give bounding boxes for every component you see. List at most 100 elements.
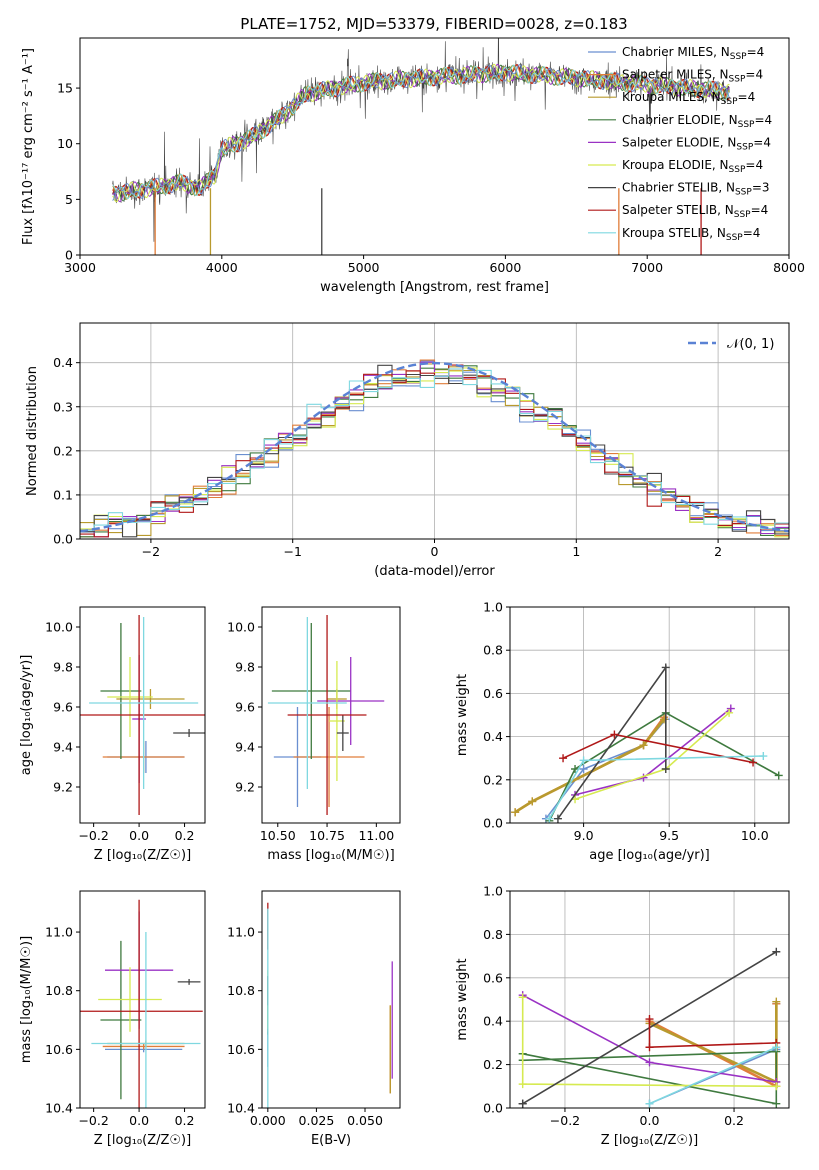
age-vs-mass-frame	[261, 606, 401, 824]
weight-vs-age-marker	[725, 708, 734, 717]
mass-vs-Z-point-5	[98, 967, 162, 1032]
age-vs-mass-point-1	[293, 707, 365, 807]
weight-vs-Z-marker	[772, 1082, 781, 1091]
x-tick-label: 0.0	[640, 1113, 660, 1128]
y-tick-label: 9.8	[53, 660, 73, 675]
legend-entry: Salpeter MILES, NSSP=4	[622, 68, 763, 85]
residual-histogram-7	[80, 364, 789, 538]
weight-vs-age-frame	[509, 606, 790, 824]
spectrum-series-0	[112, 64, 730, 201]
weight-vs-age-series-6	[557, 665, 667, 820]
age-vs-mass-point-3	[271, 623, 351, 759]
x-tick-label: −0.2	[78, 828, 108, 843]
mass-vs-Z-point-8	[91, 932, 201, 1108]
y-tick-label: 5	[65, 192, 73, 207]
age-vs-Z-x-axis-label: Z [log₁₀(Z/Z☉)]	[94, 848, 191, 863]
weight-vs-age-marker	[545, 814, 554, 823]
mass-vs-ebv-frame	[261, 890, 401, 1109]
weight-vs-Z-marker	[518, 993, 527, 1002]
spectrum-plot-area	[112, 38, 730, 255]
y-tick-label: 10.0	[45, 620, 73, 635]
y-tick-label: 0.6	[483, 686, 503, 701]
weight-vs-age-marker	[528, 797, 537, 806]
x-tick-label: 2	[714, 544, 722, 559]
age-vs-mass-point-8	[267, 617, 347, 789]
weight-vs-age-series-5	[574, 712, 730, 800]
x-tick-label: 8000	[773, 260, 805, 275]
age-vs-Z-point-6	[173, 729, 205, 737]
mass-vs-ebv-axes: 0.000 0.025 0.050 10.4 10.6 10.8 11.0 E(B-V)	[227, 890, 401, 1148]
weight-vs-age-axes: 9.0 9.5 10.0 0.0 0.2 0.4 0.6 0.8 1.0 age [log₁₀(a…	[455, 600, 790, 863]
plots-layer: 3000 4000 5000 6000 7000 8000051015wavelength…	[19, 37, 805, 1148]
x-tick-label: −2	[142, 544, 160, 559]
age-vs-Z-point-2	[116, 689, 185, 709]
weight-vs-age-marker	[579, 765, 588, 773]
x-tick-label: 10.50	[260, 828, 296, 843]
y-tick-label: 0.4	[483, 729, 503, 744]
legend-entry: Kroupa ELODIE, NSSP=4	[622, 158, 763, 175]
legend-entry: Salpeter ELODIE, NSSP=4	[622, 135, 771, 152]
residual-histogram-8	[80, 368, 789, 531]
y-tick-label: 10.4	[45, 1101, 73, 1116]
weight-vs-Z-marker	[772, 1043, 781, 1052]
x-tick-label: −1	[283, 544, 301, 559]
x-tick-label: −0.2	[550, 1113, 580, 1128]
residuals-axes: −2 −1 0 1 2 0.0 0.1 0.2 0.3 0.4 (data-model)/error…	[25, 322, 790, 579]
age-vs-mass-point-5	[329, 661, 345, 781]
normal-curve	[80, 361, 789, 533]
y-tick-label: 9.6	[235, 700, 255, 715]
y-tick-label: 0	[65, 248, 73, 263]
weight-vs-age-marker	[660, 715, 669, 724]
age-vs-mass-axes: 10.50 10.75 11.00 9.2 9.4 9.6 9.8 10.0 mass [log…	[227, 606, 401, 863]
y-tick-label: 10	[57, 136, 73, 151]
weight-vs-age-marker	[553, 814, 562, 823]
weight-vs-Z-marker	[645, 1043, 654, 1052]
y-tick-label: 1.0	[483, 600, 503, 615]
weight-vs-age-marker	[559, 754, 568, 763]
y-tick-label: 0.6	[483, 970, 503, 985]
age-vs-Z-point-3	[100, 623, 142, 759]
weight-vs-Z-marker	[772, 997, 781, 1006]
y-tick-label: 10.0	[227, 620, 255, 635]
x-tick-label: 0.0	[129, 1113, 149, 1128]
residual-legend: 𝒩(0, 1)	[688, 337, 774, 352]
y-tick-label: 15	[57, 81, 73, 96]
y-tick-label: 0.2	[483, 1057, 503, 1072]
x-tick-label: 9.0	[574, 828, 594, 843]
weight-vs-Z-y-axis-label: mass weight	[455, 958, 470, 1040]
x-tick-label: 10.75	[309, 828, 345, 843]
weight-vs-age-marker	[511, 808, 520, 817]
age-vs-mass-point-7	[287, 615, 367, 815]
age-vs-Z-point-8	[89, 617, 199, 789]
x-tick-label: 0.2	[175, 828, 195, 843]
y-tick-label: 10.6	[227, 1042, 255, 1057]
spectrum-y-axis-label: Flux [fλ10⁻¹⁷ erg cm⁻² s⁻¹ A⁻¹]	[21, 48, 36, 245]
weight-vs-Z-marker	[772, 1099, 781, 1108]
x-tick-label: 0.000	[250, 1113, 286, 1128]
legend-entry: Kroupa MILES, NSSP=4	[622, 90, 755, 107]
y-tick-label: 0.8	[483, 927, 503, 942]
y-tick-label: 9.2	[53, 780, 73, 795]
spectrum-series-5	[112, 63, 730, 203]
x-tick-label: 10.0	[741, 828, 769, 843]
x-tick-label: 0.050	[347, 1113, 383, 1128]
x-tick-label: 0.2	[724, 1113, 744, 1128]
age-vs-Z-point-7	[80, 615, 205, 815]
residuals-y-axis-label: Normed distribution	[25, 366, 40, 496]
y-tick-label: 9.2	[235, 780, 255, 795]
y-tick-label: 0.1	[53, 487, 73, 502]
mass-vs-ebv-plot-area	[267, 902, 393, 1108]
weight-vs-age-marker	[774, 771, 783, 780]
weight-vs-Z-series-8	[649, 1046, 777, 1105]
weight-vs-age-x-axis-label: age [log₁₀(age/yr)]	[589, 848, 710, 863]
weight-vs-age-series-2	[514, 718, 666, 814]
x-tick-label: 6000	[489, 260, 521, 275]
y-tick-label: 9.6	[53, 700, 73, 715]
mass-vs-Z-y-axis-label: mass [log₁₀(M/M☉)]	[19, 936, 34, 1063]
x-tick-label: 4000	[206, 260, 238, 275]
legend-entry: Chabrier MILES, NSSP=4	[622, 45, 764, 62]
y-tick-label: 0.4	[53, 355, 73, 370]
legend-entry: Chabrier STELIB, NSSP=3	[622, 181, 770, 198]
y-tick-label: 0.0	[483, 1101, 503, 1116]
age-vs-Z-y-axis-label: age [log₁₀(age/yr)]	[19, 655, 34, 776]
